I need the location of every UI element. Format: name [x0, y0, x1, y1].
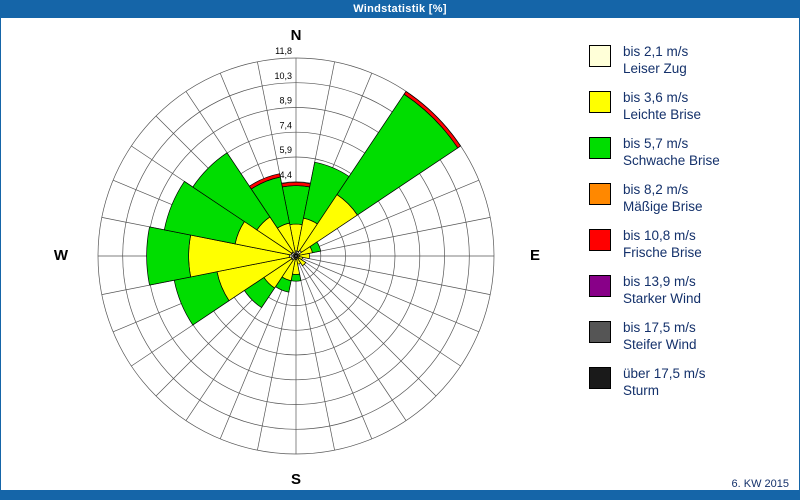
legend-label: über 17,5 m/s Sturm [623, 365, 706, 399]
legend-item: bis 10,8 m/s Frische Brise [589, 227, 720, 264]
legend-item: bis 5,7 m/s Schwache Brise [589, 135, 720, 172]
legend-class-name: Leiser Zug [623, 61, 687, 76]
legend-class-name: Starker Wind [623, 291, 702, 306]
legend-class-name: Leichte Brise [623, 107, 702, 122]
legend-class-name: Frische Brise [623, 245, 702, 260]
petal-segment-S [290, 273, 302, 282]
compass-label-east: E [529, 247, 540, 264]
legend-swatch [589, 275, 611, 297]
calendar-week-label: 6. KW 2015 [731, 478, 789, 490]
legend-item: über 17,5 m/s Sturm [589, 365, 720, 402]
legend-class-name: Sturm [623, 383, 660, 398]
legend-label: bis 2,1 m/s Leiser Zug [623, 43, 688, 77]
legend-swatch [589, 367, 611, 389]
petal-segment-NE [336, 93, 459, 216]
ring-label: 4,4 [279, 170, 292, 180]
grid-ring [97, 57, 495, 455]
legend-speed-range: bis 2,1 m/s [623, 44, 689, 59]
legend-item: bis 13,9 m/s Starker Wind [589, 273, 720, 310]
legend-label: bis 17,5 m/s Steifer Wind [623, 319, 697, 353]
legend-label: bis 5,7 m/s Schwache Brise [623, 135, 720, 169]
legend-swatch [589, 45, 611, 67]
ring-label: 5,9 [279, 145, 292, 155]
legend-label: bis 13,9 m/s Starker Wind [623, 273, 701, 307]
legend-swatch [589, 91, 611, 113]
bottom-bar [1, 490, 799, 499]
ring-label: 11,8 [275, 46, 292, 56]
legend-item: bis 8,2 m/s Mäßige Brise [589, 181, 720, 218]
petal-segment-ENE [309, 241, 322, 254]
legend-label: bis 8,2 m/s Mäßige Brise [623, 181, 703, 215]
petal-segment-WNW [163, 180, 245, 245]
petal-segment-SE [297, 257, 307, 267]
petal-segment-NW [192, 152, 271, 231]
legend-label: bis 3,6 m/s Leichte Brise [623, 89, 701, 123]
legend-class-name: Mäßige Brise [623, 199, 703, 214]
legend-speed-range: bis 13,9 m/s [623, 274, 696, 289]
legend: bis 2,1 m/s Leiser Zug bis 3,6 m/s Leichte … [589, 43, 720, 411]
legend-item: bis 2,1 m/s Leiser Zug [589, 43, 720, 80]
compass-label-south: S [290, 471, 301, 488]
ring-label: 8,9 [279, 96, 292, 106]
legend-speed-range: bis 3,6 m/s [623, 90, 689, 105]
legend-swatch [589, 137, 611, 159]
petal-segment-E [298, 252, 310, 260]
legend-speed-range: bis 8,2 m/s [623, 182, 689, 197]
ring-label: 7,4 [279, 120, 292, 130]
legend-speed-range: über 17,5 m/s [623, 366, 706, 381]
legend-speed-range: bis 17,5 m/s [623, 320, 696, 335]
grid-ring [122, 82, 470, 430]
petal-segment-W [146, 226, 192, 286]
compass-label-west: W [53, 247, 69, 264]
legend-speed-range: bis 5,7 m/s [623, 136, 689, 151]
legend-swatch [589, 321, 611, 343]
title-bar: Windstatistik [%] [1, 1, 799, 18]
legend-class-name: Steifer Wind [623, 337, 697, 352]
legend-item: bis 3,6 m/s Leichte Brise [589, 89, 720, 126]
petal-segment-NE [403, 90, 462, 149]
compass-label-north: N [290, 27, 302, 44]
petal-segment-NNW [248, 173, 281, 190]
legend-class-name: Schwache Brise [623, 153, 720, 168]
legend-swatch [589, 183, 611, 205]
legend-speed-range: bis 10,8 m/s [623, 228, 696, 243]
ring-label: 10,3 [274, 71, 292, 81]
legend-swatch [589, 229, 611, 251]
legend-label: bis 10,8 m/s Frische Brise [623, 227, 702, 261]
legend-item: bis 17,5 m/s Steifer Wind [589, 319, 720, 356]
